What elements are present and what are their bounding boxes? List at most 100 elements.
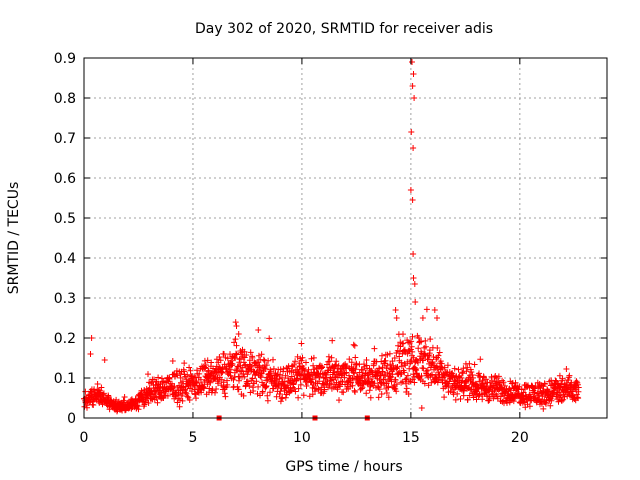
data-point: [394, 364, 401, 370]
data-point: [295, 385, 302, 392]
data-point: [358, 385, 365, 392]
data-point: [176, 397, 183, 403]
data-point: [207, 379, 214, 386]
data-point: [418, 372, 425, 379]
y-tick-label: 0.6: [54, 171, 76, 187]
data-point: [249, 375, 256, 382]
y-tick-label: 0.2: [54, 331, 76, 347]
data-point: [427, 336, 434, 343]
data-point: [391, 355, 398, 361]
data-point: [467, 386, 474, 393]
data-point: [303, 383, 310, 389]
data-point: [468, 369, 475, 375]
data-point: [249, 354, 256, 361]
data-point: [471, 361, 478, 368]
data-point: [550, 390, 557, 396]
data-point: [376, 365, 383, 372]
data-point: [273, 393, 280, 400]
data-point: [183, 390, 190, 397]
data-point: [405, 391, 412, 397]
data-point: [264, 392, 271, 399]
data-point: [435, 352, 442, 359]
data-point: [419, 315, 426, 321]
data-point: [243, 352, 250, 358]
data-points: [81, 59, 582, 415]
data-point: [145, 400, 152, 406]
data-point: [436, 349, 443, 356]
x-tick-label: 5: [188, 430, 197, 446]
data-point: [291, 361, 297, 368]
data-point: [206, 385, 213, 392]
data-point: [255, 327, 262, 333]
data-point: [463, 368, 470, 375]
data-point: [371, 380, 378, 387]
data-point: [486, 397, 493, 404]
data-point: [264, 377, 271, 383]
data-point: [205, 367, 212, 374]
data-point: [121, 394, 128, 400]
data-point: [193, 380, 200, 387]
data-point: [387, 374, 394, 381]
data-point: [205, 368, 212, 375]
data-point: [441, 377, 448, 384]
data-point: [240, 392, 247, 399]
data-point: [421, 380, 428, 387]
data-point: [208, 359, 215, 366]
chart-title: Day 302 of 2020, SRMTID for receiver adi…: [195, 21, 493, 37]
data-point: [352, 389, 358, 395]
data-point: [485, 397, 492, 404]
data-point: [409, 333, 416, 340]
data-point: [510, 398, 517, 405]
data-point: [255, 383, 262, 390]
data-point: [563, 366, 570, 372]
data-point: [501, 382, 508, 389]
data-point: [227, 372, 234, 379]
data-point: [232, 319, 239, 326]
data-point: [522, 392, 529, 399]
data-point: [310, 354, 317, 361]
data-point: [385, 394, 392, 401]
data-point: [409, 197, 416, 203]
data-point: [418, 338, 425, 345]
data-point: [352, 354, 359, 361]
data-point: [296, 371, 303, 378]
data-point: [393, 315, 400, 321]
data-point: [236, 377, 242, 384]
data-point: [182, 389, 189, 396]
data-point: [540, 405, 547, 412]
data-point: [206, 378, 213, 385]
x-tick-label: 0: [80, 430, 89, 446]
data-point: [575, 384, 582, 391]
data-point: [309, 373, 316, 379]
data-point: [326, 382, 333, 388]
data-point: [452, 396, 459, 403]
data-point: [282, 394, 289, 401]
data-point: [329, 337, 336, 344]
data-point: [98, 384, 105, 391]
data-point: [351, 342, 358, 349]
data-point: [349, 382, 356, 389]
data-point: [363, 357, 370, 363]
data-point: [154, 399, 161, 406]
data-point: [263, 383, 270, 389]
data-point: [226, 369, 233, 376]
data-point: [288, 373, 295, 380]
data-point: [451, 365, 458, 372]
y-tick-label: 0: [67, 411, 76, 427]
data-point: [272, 383, 279, 390]
data-point: [233, 350, 239, 357]
data-point: [476, 370, 482, 377]
data-point: [234, 363, 241, 370]
data-point: [378, 391, 385, 397]
data-point: [409, 348, 416, 355]
data-point: [434, 315, 440, 321]
data-point: [504, 400, 510, 406]
data-point: [358, 375, 365, 382]
data-point: [248, 363, 255, 370]
data-point: [403, 385, 410, 392]
data-point: [411, 379, 418, 386]
data-point: [441, 394, 448, 401]
data-point: [297, 381, 304, 388]
data-point: [560, 396, 567, 403]
data-point: [233, 351, 240, 358]
